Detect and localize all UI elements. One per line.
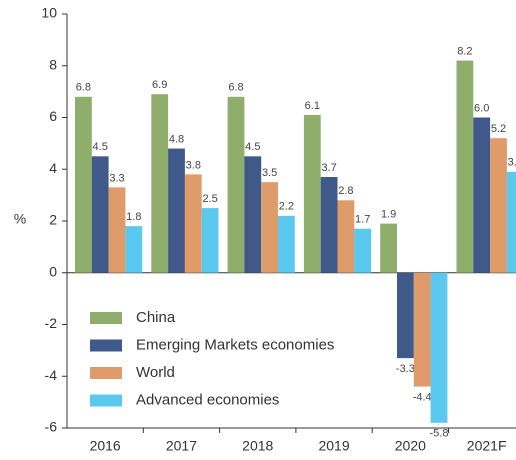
y-tick-label: 10 [41, 5, 57, 21]
bar [227, 96, 245, 273]
x-tick-label: 2016 [90, 438, 121, 454]
legend-label: World [136, 364, 175, 381]
value-label: 2.8 [338, 185, 353, 197]
y-tick-label: 2 [49, 212, 57, 228]
x-tick-label: 2021F [467, 438, 507, 454]
bar [430, 272, 448, 423]
bar [303, 114, 321, 273]
bar [337, 200, 355, 273]
y-tick-label: 6 [49, 108, 57, 124]
value-label: 3.8 [186, 159, 201, 171]
value-label: 3.5 [262, 167, 277, 179]
legend-swatch [90, 312, 122, 324]
bar [75, 96, 92, 273]
bar [490, 138, 507, 273]
bar [261, 182, 278, 273]
x-tick-label: 2020 [395, 438, 426, 454]
value-label: 3.3 [109, 172, 124, 184]
bar [456, 60, 474, 273]
legend-swatch [90, 394, 122, 407]
bar [168, 148, 185, 273]
value-label: 5.2 [491, 123, 506, 135]
bar [354, 228, 372, 273]
bar [413, 272, 431, 387]
value-label: -5.8 [430, 428, 449, 440]
value-label: 6.1 [305, 100, 320, 112]
y-tick-label: -6 [45, 419, 58, 435]
value-label: 3.9 [508, 157, 516, 169]
value-label: 4.5 [93, 141, 108, 153]
value-label: 6.8 [228, 82, 243, 94]
y-tick-label: 4 [49, 160, 57, 176]
bar [151, 94, 169, 273]
value-label: 6.8 [76, 82, 91, 94]
bar [108, 187, 126, 273]
bar [320, 177, 338, 273]
bar [184, 174, 202, 273]
value-label: 6.9 [152, 79, 167, 91]
value-label: -4.4 [413, 392, 432, 404]
legend-swatch [90, 339, 122, 352]
bar [506, 171, 516, 273]
legend-label: Emerging Markets economies [136, 336, 334, 353]
value-label: 2.5 [202, 193, 217, 205]
x-tick-label: 2019 [318, 438, 349, 454]
value-label: 1.8 [126, 211, 141, 223]
value-label: 4.8 [169, 133, 184, 145]
bar [91, 156, 109, 273]
value-label: 6.0 [474, 102, 489, 114]
bar [473, 117, 491, 273]
legend-label: Advanced economies [136, 391, 279, 408]
y-tick-label: 8 [49, 56, 57, 72]
value-label: -3.3 [396, 363, 415, 375]
legend-label: China [136, 309, 176, 326]
value-label: 3.7 [321, 162, 336, 174]
y-axis-label: % [14, 211, 26, 227]
bar [244, 156, 262, 273]
bar [201, 208, 219, 273]
y-tick-label: -4 [45, 367, 58, 383]
y-tick-label: -2 [45, 315, 58, 331]
value-label: 8.2 [457, 45, 472, 57]
value-label: 2.2 [279, 201, 294, 213]
y-tick-label: 0 [49, 263, 57, 279]
bar [380, 223, 397, 273]
value-label: 1.7 [355, 214, 370, 226]
x-tick-label: 2018 [242, 438, 273, 454]
bar [278, 215, 295, 273]
x-tick-label: 2017 [166, 438, 197, 454]
value-label: 4.5 [245, 141, 260, 153]
legend-swatch [90, 367, 122, 379]
value-label: 1.9 [381, 208, 396, 220]
bar [125, 226, 143, 273]
bar [397, 272, 414, 359]
